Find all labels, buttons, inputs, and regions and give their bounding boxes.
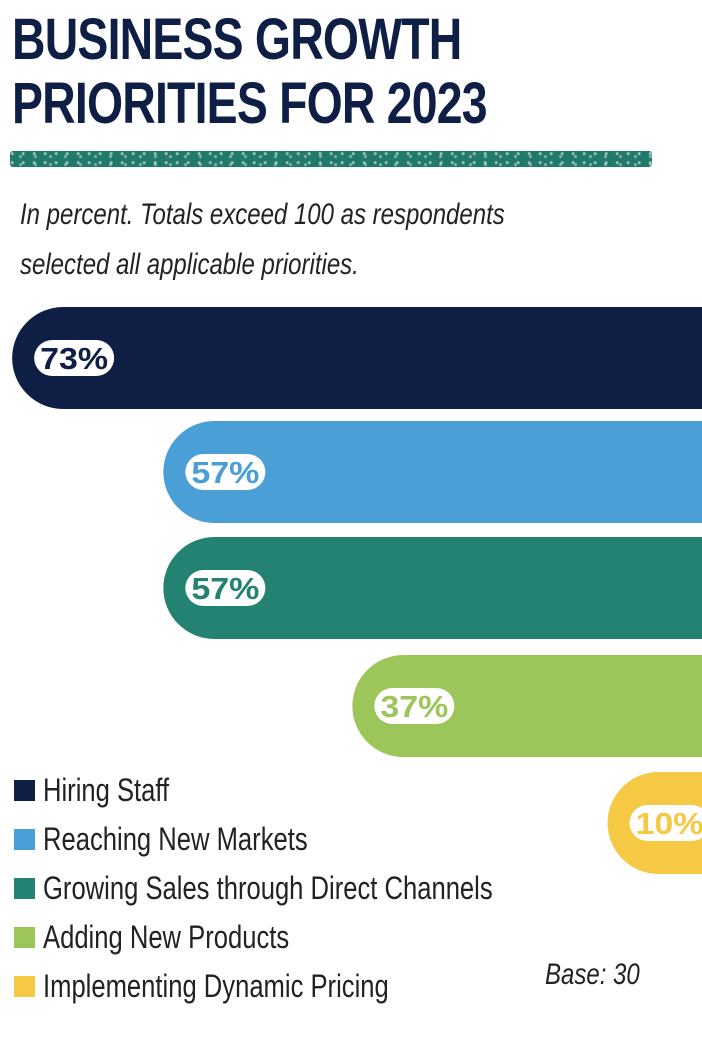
data-label: 57%	[191, 455, 259, 490]
bar-group: 73%	[12, 307, 702, 409]
data-label: 73%	[40, 341, 108, 376]
bar	[352, 655, 702, 757]
data-label-pill	[34, 340, 115, 376]
legend-item: Adding New Products	[14, 913, 605, 962]
base-note: Base: 30	[545, 958, 640, 991]
bar-group: 57%	[163, 537, 702, 639]
data-label: 10%	[636, 806, 702, 841]
legend-label: Implementing Dynamic Pricing	[43, 968, 389, 1004]
bar	[163, 537, 702, 639]
legend-swatch	[14, 780, 35, 801]
data-label-pill	[185, 570, 266, 606]
legend-label: Adding New Products	[43, 919, 290, 955]
legend-swatch	[14, 829, 35, 850]
title-divider	[10, 151, 652, 167]
bar	[163, 421, 702, 523]
legend-item: Implementing Dynamic Pricing	[14, 962, 605, 1011]
legend-label: Growing Sales through Direct Channels	[43, 870, 493, 906]
bar-group: 37%	[352, 655, 702, 757]
chart-subtitle: In percent. Totals exceed 100 as respond…	[20, 198, 505, 281]
legend-item: Hiring Staff	[14, 766, 605, 815]
legend-label: Reaching New Markets	[43, 821, 308, 857]
legend-item: Growing Sales through Direct Channels	[14, 864, 605, 913]
chart-legend: Hiring Staff Reaching New Markets Growing …	[14, 766, 605, 1011]
legend-swatch	[14, 878, 35, 899]
bar-group: 10%	[607, 772, 702, 874]
data-label-pill	[629, 805, 702, 841]
bar	[12, 307, 702, 409]
data-label-pill	[185, 454, 266, 490]
legend-label: Hiring Staff	[43, 772, 170, 808]
legend-item: Reaching New Markets	[14, 815, 605, 864]
data-label-pill	[374, 688, 455, 724]
bar-group: 57%	[163, 421, 702, 523]
chart-title: BUSINESS GROWTH PRIORITIES FOR 2023	[12, 7, 488, 136]
data-label: 57%	[191, 571, 259, 606]
legend-swatch	[14, 976, 35, 997]
legend-swatch	[14, 927, 35, 948]
data-label: 37%	[380, 689, 448, 724]
